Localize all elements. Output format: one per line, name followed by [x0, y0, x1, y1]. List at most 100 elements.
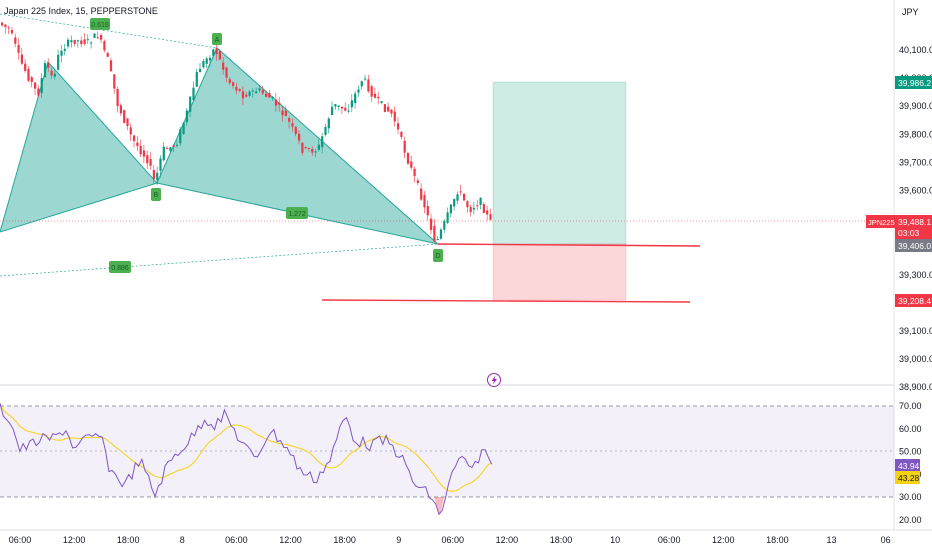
candle	[146, 150, 149, 170]
rsi-tick-label: 60.00	[899, 424, 922, 434]
candle	[403, 136, 406, 159]
candle	[215, 43, 218, 61]
pattern-ratio-label: 0.886	[111, 265, 129, 272]
candle	[27, 65, 30, 83]
candles-group[interactable]	[1, 21, 492, 243]
candle	[321, 133, 324, 154]
pattern-ratio-label: 0.618	[91, 22, 109, 29]
candle	[40, 72, 43, 98]
candle	[235, 83, 238, 95]
candle	[90, 40, 93, 49]
candle	[261, 85, 264, 96]
pattern-ratio-label: 1.272	[288, 211, 306, 218]
candle	[489, 208, 492, 221]
time-tick-label: 9	[396, 535, 401, 545]
candle	[291, 118, 294, 132]
candle	[446, 207, 449, 225]
candle	[439, 227, 443, 240]
candle	[479, 197, 482, 210]
pattern-triangle-xab	[0, 60, 158, 233]
candle	[387, 102, 390, 113]
price-tick-label: 39,900.0	[899, 101, 932, 111]
candle	[380, 101, 383, 105]
rsi-tick-label: 20.00	[899, 515, 922, 525]
candle	[258, 85, 261, 93]
pattern-point-label: B	[154, 192, 159, 199]
candle	[192, 81, 195, 101]
time-axis[interactable]: 06:00 12:00 18:00 8 06:00 12:00 18:00 9 06:00 12:…	[9, 535, 891, 545]
candle	[179, 126, 182, 147]
candle	[185, 107, 188, 126]
entry-price-tag: 39,406.0	[895, 239, 932, 252]
candle	[232, 81, 235, 89]
candle	[63, 43, 66, 56]
candle	[43, 59, 47, 78]
candle	[466, 199, 469, 213]
svg-text:39,208.4: 39,208.4	[898, 296, 931, 306]
candle	[255, 87, 258, 94]
entry-red-line[interactable]	[437, 243, 701, 247]
candle	[1, 21, 4, 28]
candle	[172, 143, 175, 153]
time-tick-label: 18:00	[550, 535, 573, 545]
candle	[406, 151, 410, 165]
candle	[73, 39, 76, 47]
candle	[390, 109, 393, 118]
stop-red-line[interactable]	[321, 299, 691, 303]
candle	[166, 145, 169, 150]
time-tick-label: 18:00	[117, 535, 140, 545]
candle	[20, 47, 23, 65]
candle	[93, 33, 96, 39]
rsi-line	[0, 403, 493, 516]
candle	[248, 89, 251, 98]
candle	[370, 84, 373, 102]
candle	[383, 103, 386, 113]
candle	[106, 51, 109, 57]
candle	[10, 26, 14, 35]
candle	[182, 122, 185, 135]
currency-label[interactable]: JPY	[902, 7, 919, 17]
candle	[459, 185, 462, 196]
rsi-oversold-fill	[434, 497, 444, 516]
candle	[195, 69, 198, 87]
candle	[208, 55, 212, 68]
candle	[123, 109, 126, 124]
time-tick-label: 06:00	[225, 535, 248, 545]
candle	[344, 102, 347, 112]
candle	[212, 48, 215, 58]
svg-text:03:03: 03:03	[898, 228, 920, 238]
candle	[225, 66, 228, 83]
candle	[433, 218, 436, 243]
candle	[449, 203, 452, 218]
rsi-pane[interactable]	[0, 403, 894, 516]
candle	[70, 35, 73, 48]
candle	[426, 200, 429, 221]
candle	[268, 89, 271, 98]
candle	[30, 76, 33, 88]
time-tick-label: 06	[881, 535, 891, 545]
current-price-tag: JPN225 39,488.1 03:03	[866, 215, 932, 239]
harmonic-pattern[interactable]	[0, 13, 440, 277]
candle	[156, 166, 159, 186]
price-tick-label: 39,600.0	[899, 186, 932, 196]
candle	[420, 183, 423, 202]
candle	[152, 164, 155, 185]
candle	[443, 219, 446, 234]
candle	[350, 94, 353, 113]
candle	[76, 39, 80, 48]
candle	[133, 134, 136, 148]
candle	[202, 58, 205, 69]
position-target-zone[interactable]	[492, 81, 627, 245]
candle	[169, 146, 172, 154]
candle	[199, 62, 202, 73]
candle	[298, 130, 301, 145]
position-stop-zone[interactable]	[492, 243, 627, 301]
candle	[60, 44, 63, 63]
lightning-icon[interactable]	[487, 373, 501, 387]
symbol-title[interactable]: Japan 225 Index, 15, PEPPERSTONE	[4, 6, 158, 16]
candle	[136, 136, 139, 151]
svg-text:JPN225: JPN225	[868, 218, 895, 227]
candle	[288, 116, 291, 129]
candle	[222, 57, 225, 75]
